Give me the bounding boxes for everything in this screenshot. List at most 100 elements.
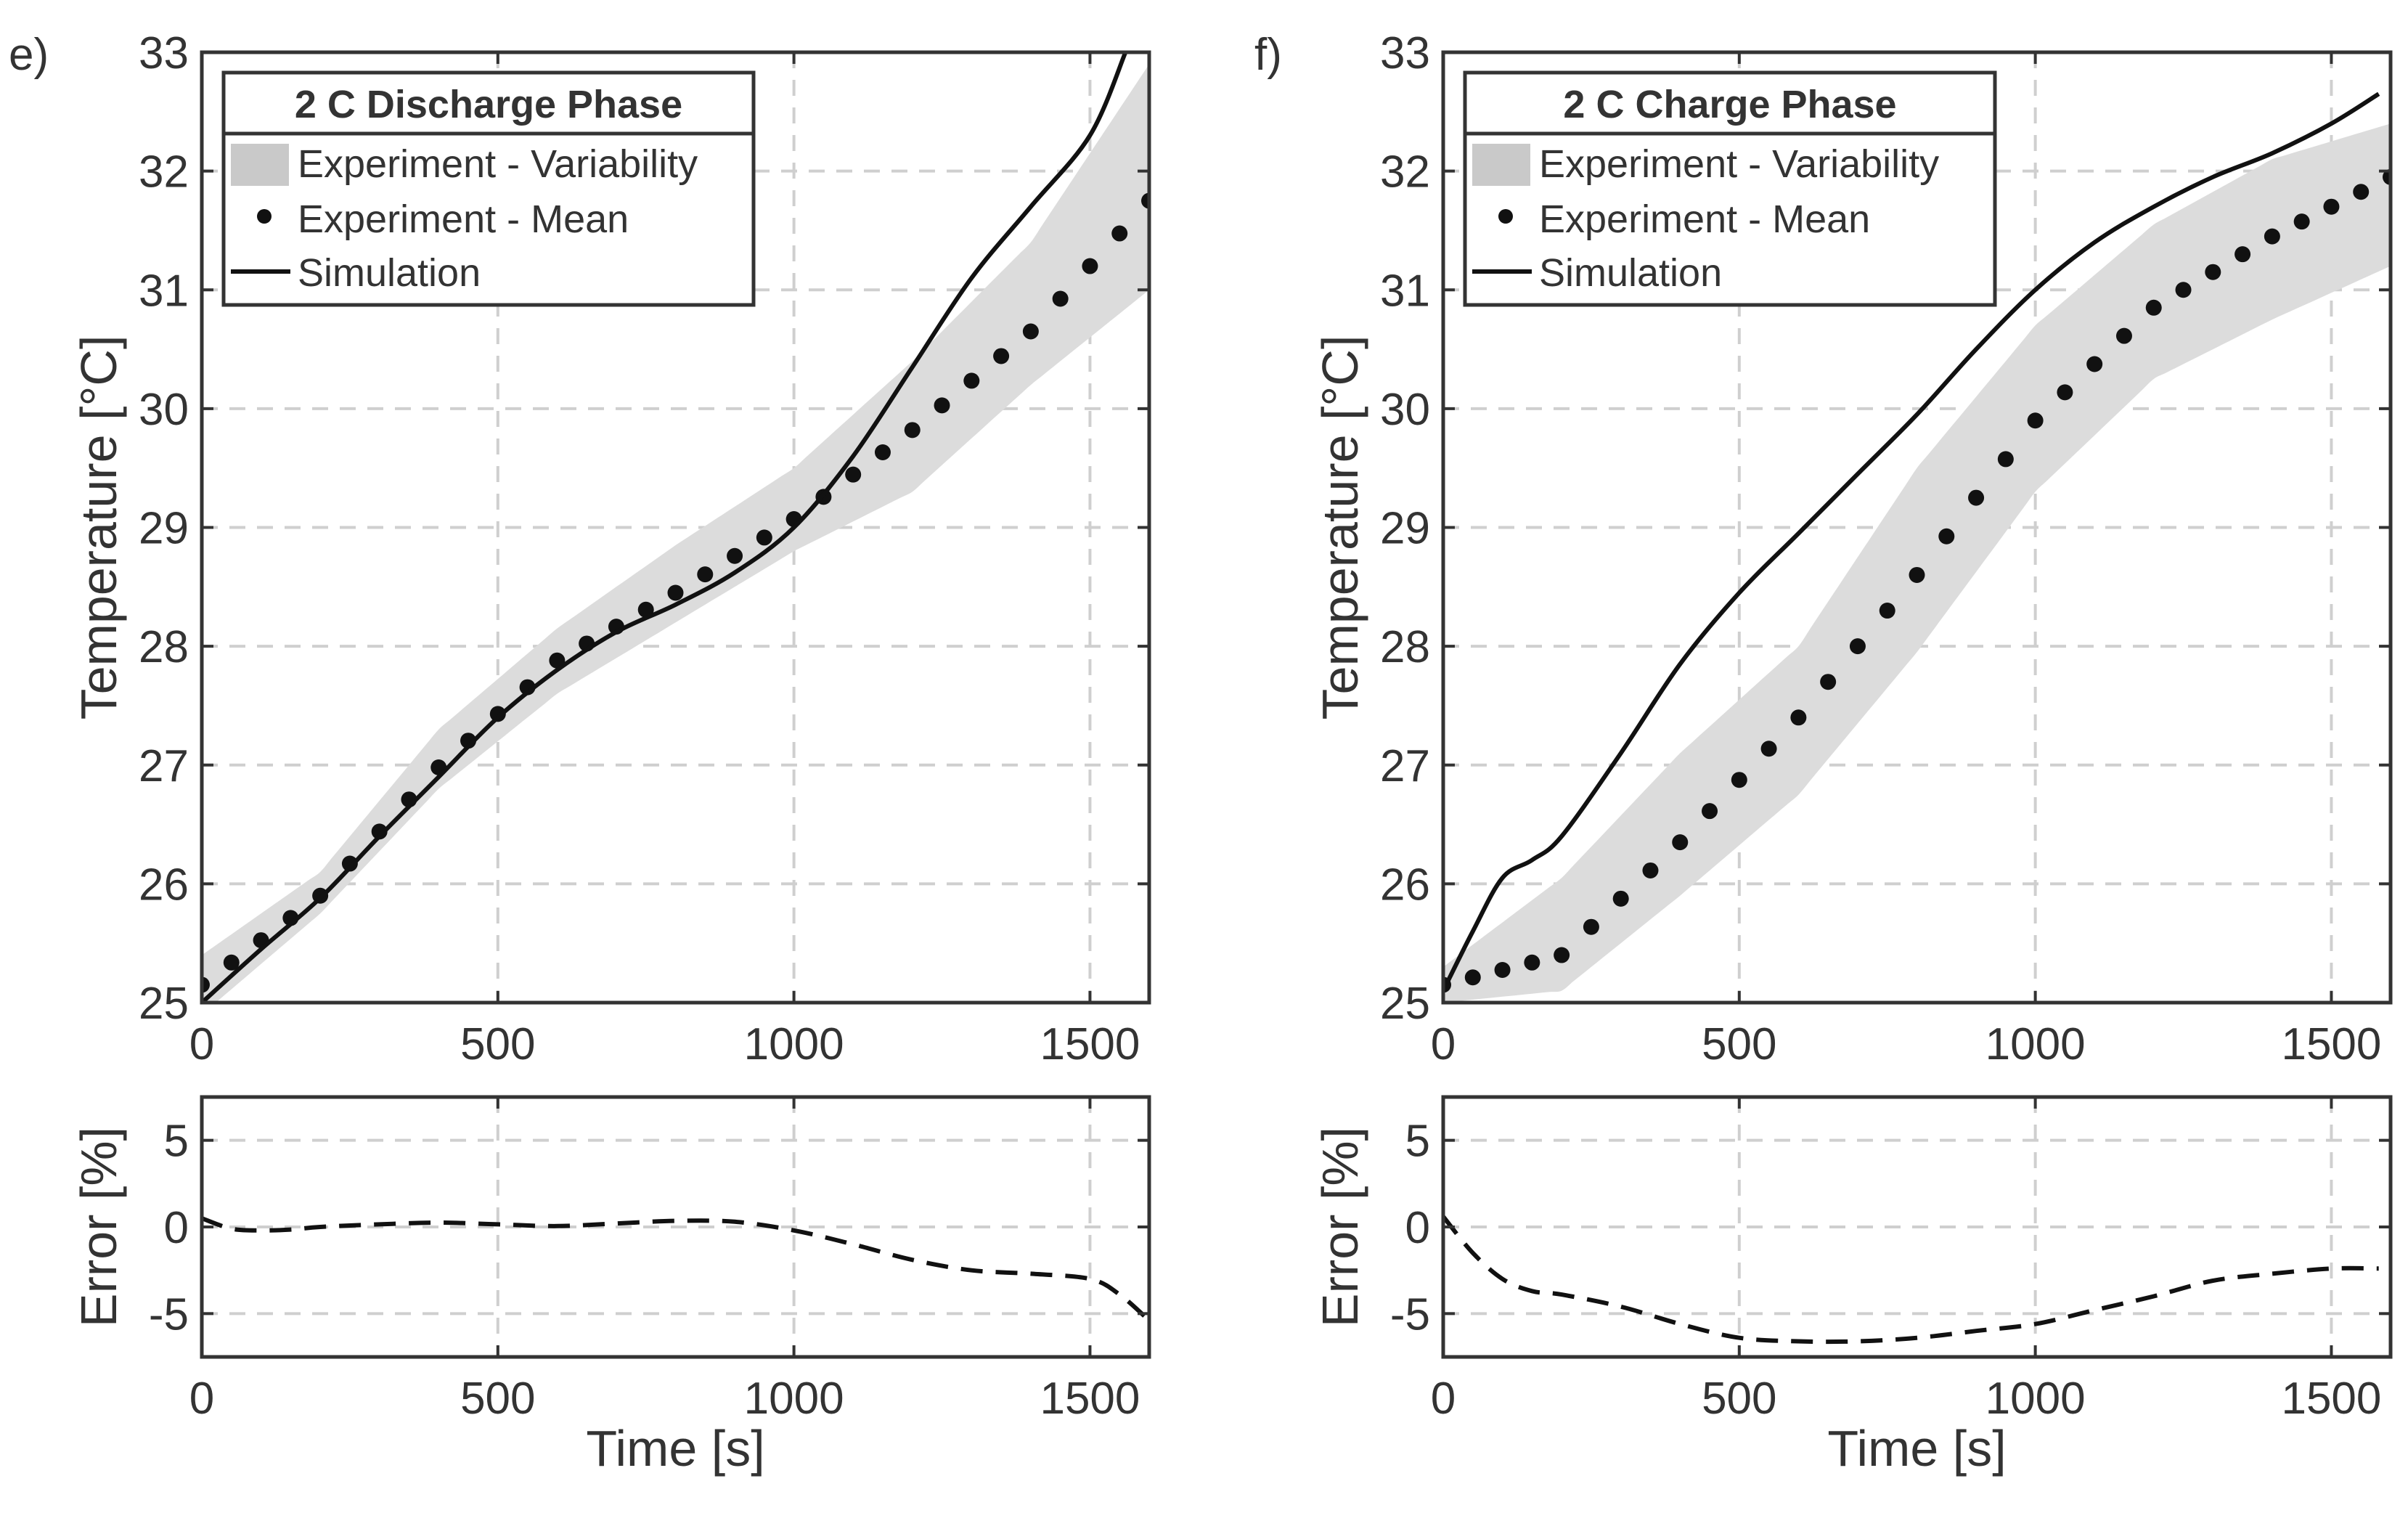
mean-point	[1938, 528, 1955, 545]
y-tick-label: 30	[1380, 385, 1430, 435]
temperature-plot: 0 500 1000 1500 25 26 27 28 29 30 31 32 33 Temperatur…	[1312, 28, 2393, 1069]
mean-point	[2264, 228, 2280, 245]
mean-point	[2057, 384, 2073, 401]
mean-point	[1082, 258, 1098, 274]
legend: 2 C Discharge Phase Experiment - Variabil…	[221, 70, 756, 307]
x-tick-label: 1000	[744, 1019, 844, 1069]
mean-point	[756, 529, 772, 546]
x-tick-label: 500	[1702, 1019, 1776, 1069]
legend-entry: Experiment - Mean	[298, 197, 629, 241]
y-tick-label: 0	[164, 1203, 189, 1253]
x-tick-label: 500	[460, 1374, 535, 1424]
legend: 2 C Charge Phase Experiment - Variability…	[1463, 70, 1997, 307]
mean-point	[1790, 709, 1807, 726]
legend-swatch-variability	[1472, 144, 1530, 186]
x-tick-label: 0	[189, 1374, 214, 1424]
mean-point	[1583, 918, 1599, 935]
x-axis-label: Time [s]	[586, 1420, 764, 1477]
mean-point	[993, 348, 1010, 364]
x-tick-label: 1000	[744, 1374, 844, 1424]
x-axis-label: Time [s]	[1827, 1420, 2006, 1477]
mean-point	[2115, 327, 2132, 344]
legend-swatch-variability	[231, 144, 289, 186]
x-tick-label: 500	[1702, 1374, 1776, 1424]
mean-point	[1022, 323, 1039, 340]
x-tick-label: 0	[189, 1019, 214, 1069]
ticks	[1442, 1097, 2391, 1357]
y-tick-label: 30	[139, 385, 189, 435]
mean-point	[1494, 962, 1511, 979]
y-tick-label: -5	[149, 1289, 189, 1339]
x-tick-label: 1500	[2281, 1019, 2381, 1069]
mean-point	[1052, 290, 1069, 307]
x-tick-label: 1000	[1985, 1019, 2086, 1069]
y-tick-label: 33	[139, 28, 189, 78]
error-line	[202, 1216, 1149, 1323]
y-tick-label: 25	[139, 979, 189, 1029]
simulation-line	[1443, 91, 2380, 992]
mean-point	[1909, 566, 1925, 583]
y-tick-label: 5	[164, 1117, 189, 1167]
mean-point	[2145, 299, 2162, 316]
error-line	[1443, 1215, 2379, 1345]
mean-point	[489, 706, 506, 722]
simulation-line	[202, 52, 1128, 1003]
mean-point	[667, 584, 684, 601]
series-layer	[202, 1216, 1149, 1323]
legend-title: 2 C Discharge Phase	[295, 83, 682, 126]
mean-point	[1524, 954, 1540, 971]
mean-point	[1672, 834, 1689, 851]
mean-point	[963, 372, 980, 389]
y-axis-label: Error [%]	[1312, 1127, 1368, 1327]
mean-points	[202, 192, 1149, 993]
panel-f: f)0 500 1000 1500252627282930313233Temperat…	[1254, 28, 2393, 1477]
mean-point	[637, 601, 654, 618]
mean-point	[2175, 282, 2192, 298]
mean-point	[1997, 451, 2014, 468]
y-tick-label: 29	[139, 504, 189, 554]
mean-point	[1554, 947, 1570, 963]
ticks	[200, 51, 1149, 1004]
legend-box	[221, 70, 756, 307]
ticks	[1442, 51, 2391, 1004]
legend-title: 2 C Charge Phase	[1563, 83, 1896, 126]
mean-point	[1760, 741, 1777, 757]
y-tick-label: 32	[1380, 147, 1430, 197]
x-tick-label: 0	[1431, 1019, 1456, 1069]
mean-point	[2027, 412, 2044, 429]
mean-point	[2323, 198, 2340, 215]
temperature-plot: 0 500 1000 1500 25 26 27 28 29 30 31 32 33 Temperatur…	[70, 28, 1151, 1069]
legend-swatch-mean	[1498, 209, 1513, 224]
x-tick-label: 1000	[1985, 1374, 2086, 1424]
grid	[1443, 1097, 2391, 1357]
legend-entry: Experiment - Variability	[1539, 142, 1939, 186]
mean-point	[1968, 489, 1985, 506]
y-tick-label: -5	[1390, 1289, 1430, 1339]
x-tick-label: 1500	[2281, 1374, 2381, 1424]
x-tick-label: 500	[460, 1019, 535, 1069]
mean-point	[2383, 168, 2391, 185]
x-tick-label: 0	[1431, 1374, 1456, 1424]
mean-point	[1464, 969, 1481, 986]
mean-point	[1731, 772, 1747, 788]
mean-point	[371, 823, 388, 840]
legend-entry: Experiment - Mean	[1539, 197, 1870, 241]
series-layer	[202, 52, 1149, 1003]
y-tick-label: 31	[139, 266, 189, 316]
mean-point	[1141, 192, 1149, 209]
mean-point	[2086, 356, 2103, 372]
legend-swatch-mean	[257, 209, 272, 224]
mean-point	[2234, 246, 2251, 263]
y-tick-label: 27	[139, 741, 189, 791]
y-axis-label: Temperature [°C]	[70, 335, 127, 720]
mean-points	[1443, 168, 2391, 993]
mean-point	[1612, 890, 1629, 907]
x-tick-label: 1500	[1040, 1019, 1140, 1069]
panel-label: e)	[9, 30, 49, 80]
grid	[202, 1097, 1149, 1357]
mean-point	[1820, 674, 1837, 690]
y-tick-label: 29	[1380, 504, 1430, 554]
mean-point	[202, 976, 210, 993]
